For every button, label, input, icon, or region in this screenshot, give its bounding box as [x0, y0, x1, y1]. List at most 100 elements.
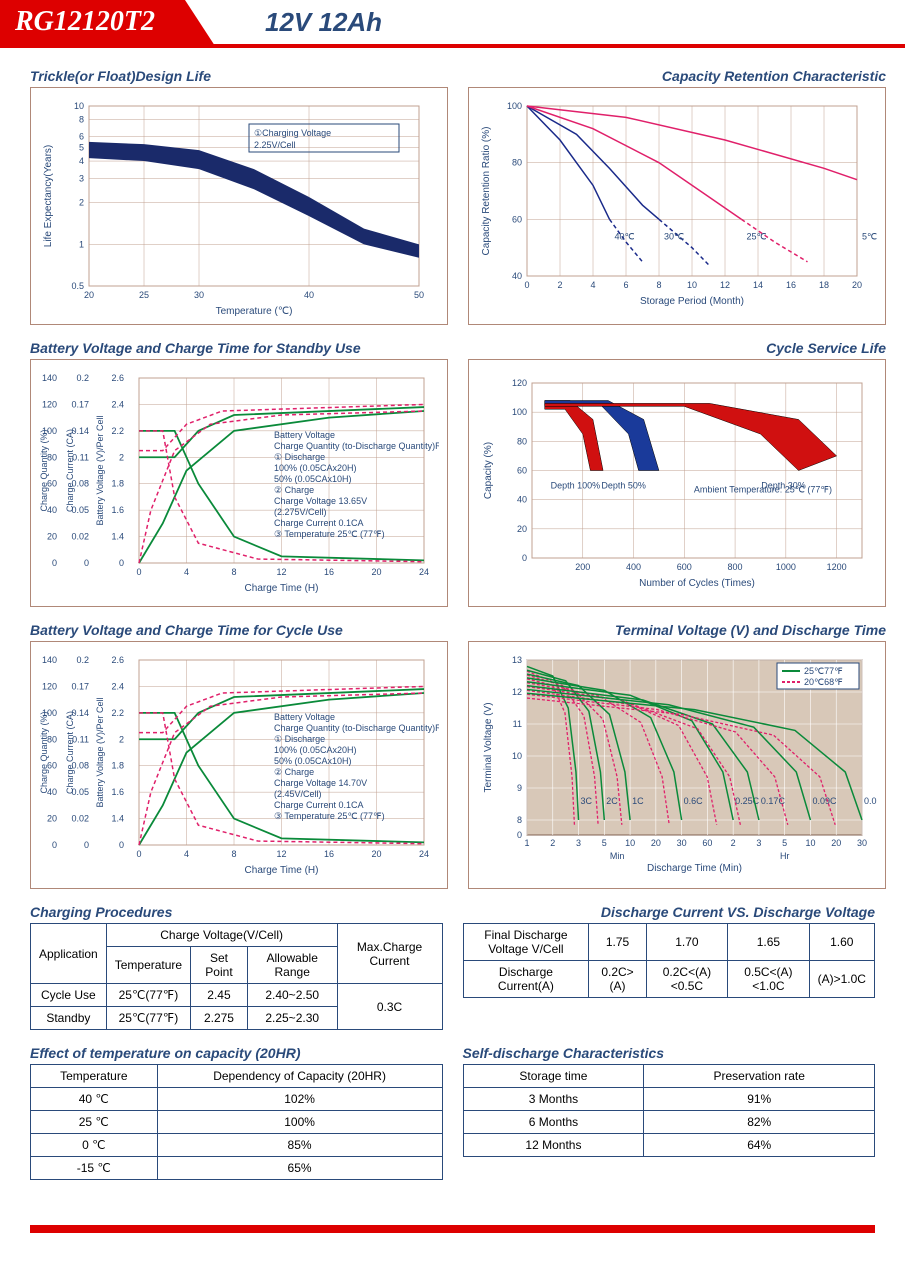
svg-text:10: 10 — [74, 101, 84, 111]
svg-text:Min: Min — [610, 851, 625, 861]
svg-text:2: 2 — [79, 198, 84, 208]
svg-text:0: 0 — [524, 280, 529, 290]
svg-text:100% (0.05CAx20H): 100% (0.05CAx20H) — [274, 463, 357, 473]
svg-text:40℃: 40℃ — [615, 231, 635, 241]
svg-text:60: 60 — [512, 214, 522, 224]
svg-text:Charge Quantity (%): Charge Quantity (%) — [39, 429, 49, 511]
svg-text:2: 2 — [731, 838, 736, 848]
svg-text:20: 20 — [517, 524, 527, 534]
svg-text:120: 120 — [512, 378, 527, 388]
svg-text:Charge Current (CA): Charge Current (CA) — [65, 429, 75, 512]
svg-text:3: 3 — [756, 838, 761, 848]
svg-text:10: 10 — [687, 280, 697, 290]
svg-text:2.2: 2.2 — [111, 426, 124, 436]
svg-text:800: 800 — [728, 562, 743, 572]
svg-text:4: 4 — [184, 567, 189, 577]
svg-text:40: 40 — [304, 290, 314, 300]
svg-text:Discharge Time (Min): Discharge Time (Min) — [647, 863, 742, 874]
svg-text:2: 2 — [557, 280, 562, 290]
svg-text:20: 20 — [651, 838, 661, 848]
trickle-title: Trickle(or Float)Design Life — [30, 68, 448, 84]
svg-text:0: 0 — [136, 567, 141, 577]
svg-text:Charge Time (H): Charge Time (H) — [245, 865, 319, 876]
svg-text:24: 24 — [419, 567, 429, 577]
svg-text:Temperature (℃): Temperature (℃) — [216, 306, 293, 316]
svg-text:100: 100 — [507, 101, 522, 111]
svg-text:② Charge: ② Charge — [274, 485, 314, 495]
svg-text:0.6C: 0.6C — [684, 796, 704, 806]
svg-text:100% (0.05CAx20H): 100% (0.05CAx20H) — [274, 745, 357, 755]
svg-text:20: 20 — [852, 280, 862, 290]
svg-text:Charge Time (H): Charge Time (H) — [245, 583, 319, 594]
svg-text:2C: 2C — [606, 796, 618, 806]
svg-text:1: 1 — [79, 239, 84, 249]
svg-text:8: 8 — [517, 815, 522, 825]
svg-text:Life Expectancy(Years): Life Expectancy(Years) — [43, 145, 54, 247]
svg-text:0: 0 — [52, 558, 57, 568]
svg-text:0.2: 0.2 — [76, 655, 89, 665]
svg-text:0: 0 — [84, 840, 89, 850]
svg-text:16: 16 — [786, 280, 796, 290]
svg-text:20: 20 — [47, 814, 57, 824]
svg-text:Ambient Temperature: 25℃ (77℉): Ambient Temperature: 25℃ (77℉) — [694, 484, 832, 494]
svg-text:2.4: 2.4 — [111, 681, 124, 691]
svg-text:1.6: 1.6 — [111, 787, 124, 797]
svg-text:20: 20 — [831, 838, 841, 848]
svg-text:Charge Quantity (to-Discharge: Charge Quantity (to-Discharge Quantity)R… — [274, 723, 439, 733]
svg-text:20: 20 — [371, 567, 381, 577]
svg-text:0: 0 — [119, 558, 124, 568]
svg-text:0: 0 — [522, 553, 527, 563]
svg-text:2.6: 2.6 — [111, 373, 124, 383]
svg-text:Terminal Voltage (V): Terminal Voltage (V) — [483, 702, 494, 792]
svg-text:①Charging Voltage: ①Charging Voltage — [254, 128, 331, 138]
svg-text:600: 600 — [677, 562, 692, 572]
svg-text:0: 0 — [52, 840, 57, 850]
header: RG12120T2 12V 12Ah — [0, 0, 905, 48]
svg-text:Battery Voltage (V)/Per Cell: Battery Voltage (V)/Per Cell — [95, 697, 105, 807]
svg-text:Hr: Hr — [780, 851, 790, 861]
svg-text:0: 0 — [517, 830, 522, 840]
charging-title: Charging Procedures — [30, 904, 443, 920]
svg-text:Charge Voltage 14.70V: Charge Voltage 14.70V — [274, 778, 367, 788]
standby-title: Battery Voltage and Charge Time for Stan… — [30, 340, 448, 356]
svg-text:50% (0.05CAx10H): 50% (0.05CAx10H) — [274, 474, 352, 484]
svg-text:① Discharge: ① Discharge — [274, 452, 325, 462]
svg-text:Charge Quantity (to-Discharge: Charge Quantity (to-Discharge Quantity)R… — [274, 441, 439, 451]
svg-text:30: 30 — [677, 838, 687, 848]
content: Trickle(or Float)Design Life 20253040500… — [0, 48, 905, 1215]
svg-text:0.2: 0.2 — [76, 373, 89, 383]
svg-text:0.05C: 0.05C — [864, 796, 877, 806]
svg-text:20: 20 — [371, 849, 381, 859]
cycle-chart: 04812162024000200.021.4400.051.6600.081.… — [30, 641, 448, 889]
svg-text:0.5: 0.5 — [71, 281, 84, 291]
svg-text:Charge Quantity (%): Charge Quantity (%) — [39, 711, 49, 793]
svg-text:2: 2 — [550, 838, 555, 848]
svg-text:Battery Voltage: Battery Voltage — [274, 430, 335, 440]
footer-bar — [30, 1225, 875, 1233]
svg-text:25℃77℉: 25℃77℉ — [804, 666, 843, 676]
svg-text:10: 10 — [625, 838, 635, 848]
svg-text:1.4: 1.4 — [111, 532, 124, 542]
svg-text:60: 60 — [702, 838, 712, 848]
svg-text:2.2: 2.2 — [111, 708, 124, 718]
svg-text:0.09C: 0.09C — [812, 796, 837, 806]
svg-text:1200: 1200 — [827, 562, 847, 572]
selfdischarge-title: Self-discharge Characteristics — [463, 1045, 876, 1061]
svg-text:3: 3 — [576, 838, 581, 848]
svg-text:① Discharge: ① Discharge — [274, 734, 325, 744]
svg-text:Battery Voltage: Battery Voltage — [274, 712, 335, 722]
svg-text:0.17: 0.17 — [71, 399, 89, 409]
svg-text:Charge Current 0.1CA: Charge Current 0.1CA — [274, 800, 364, 810]
svg-text:3C: 3C — [581, 796, 593, 806]
svg-text:40: 40 — [517, 495, 527, 505]
svg-text:8: 8 — [656, 280, 661, 290]
tempeffect-title: Effect of temperature on capacity (20HR) — [30, 1045, 443, 1061]
svg-text:100: 100 — [512, 407, 527, 417]
svg-text:18: 18 — [819, 280, 829, 290]
svg-text:25: 25 — [139, 290, 149, 300]
model-number: RG12120T2 — [0, 0, 185, 44]
svg-text:200: 200 — [575, 562, 590, 572]
svg-text:6: 6 — [623, 280, 628, 290]
svg-text:Capacity Retention Ratio (%): Capacity Retention Ratio (%) — [481, 127, 492, 256]
svg-text:12: 12 — [276, 849, 286, 859]
